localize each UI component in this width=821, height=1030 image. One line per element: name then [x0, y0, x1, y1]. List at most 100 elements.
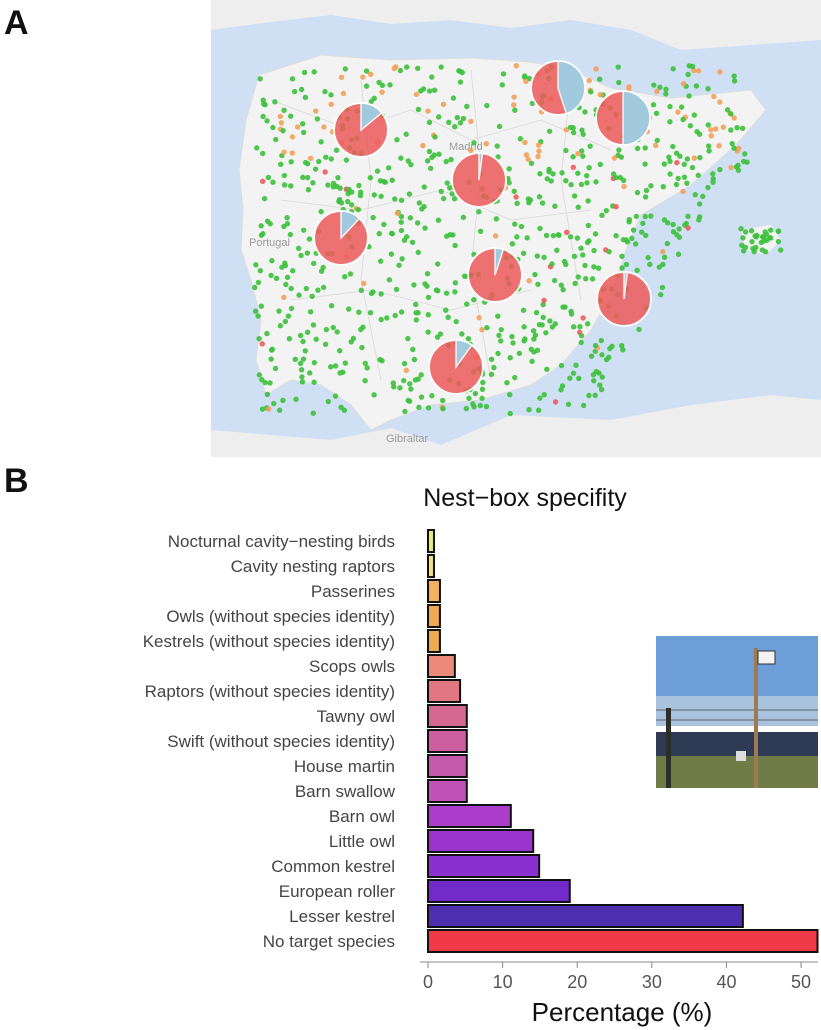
map-point	[541, 254, 547, 261]
map-point	[577, 323, 583, 330]
x-tick-label: 30	[642, 972, 662, 992]
map-point	[731, 73, 737, 79]
map-point	[580, 402, 587, 409]
x-tick-label: 50	[791, 972, 811, 992]
map-point	[342, 360, 349, 366]
map-point	[258, 232, 265, 238]
map-point	[268, 347, 275, 353]
map-point	[514, 234, 520, 240]
map-point	[401, 360, 408, 367]
map-point	[695, 68, 702, 74]
pie-slice-blue	[557, 60, 586, 115]
map-point	[371, 95, 377, 102]
map-point	[418, 394, 425, 400]
map-point	[471, 297, 477, 303]
map-point	[300, 174, 306, 181]
map-point	[311, 359, 318, 366]
map-point	[511, 102, 517, 108]
map-point	[288, 285, 294, 292]
map-point	[731, 145, 737, 151]
photo-ground	[656, 756, 818, 788]
map-point	[576, 375, 582, 382]
map-point	[670, 221, 676, 228]
map-point	[540, 314, 546, 321]
map-point	[468, 118, 474, 125]
map-point	[596, 370, 602, 376]
map-point	[345, 306, 352, 312]
spain-map: Portugal Madrid Gibraltar	[211, 0, 821, 457]
map-point	[328, 92, 334, 98]
map-point	[685, 213, 691, 220]
map-point	[270, 179, 276, 185]
map-point	[426, 119, 433, 126]
map-point	[580, 252, 586, 258]
map-point	[364, 365, 370, 371]
map-point	[471, 140, 477, 146]
map-point	[570, 164, 577, 171]
map-point	[599, 374, 605, 380]
map-point	[729, 140, 735, 147]
map-point	[767, 235, 773, 241]
map-point	[580, 315, 586, 321]
map-point	[421, 184, 427, 190]
map-pie	[530, 60, 586, 116]
bar	[427, 929, 819, 953]
map-point	[540, 301, 546, 308]
map-point	[775, 238, 782, 245]
map-point	[607, 345, 613, 352]
map-point	[580, 153, 586, 159]
map-point	[337, 370, 343, 376]
map-label-madrid: Madrid	[449, 141, 483, 153]
map-point	[440, 101, 447, 108]
map-point	[670, 66, 676, 72]
map-point	[570, 129, 577, 136]
map-point	[261, 195, 268, 202]
map-point	[716, 143, 722, 149]
map-point	[526, 278, 532, 284]
category-label: Tawny owl	[317, 707, 395, 726]
map-point	[657, 84, 663, 90]
map-point	[397, 385, 403, 391]
map-point	[476, 209, 482, 215]
map-point	[739, 125, 746, 132]
x-axis-label: Percentage (%)	[532, 997, 713, 1027]
chart-bars	[427, 529, 819, 953]
map-point	[493, 216, 500, 222]
map-point	[629, 235, 635, 242]
map-point	[484, 325, 490, 331]
map-point	[710, 171, 716, 177]
map-point	[406, 191, 413, 197]
bar	[427, 604, 441, 628]
map-point	[517, 136, 524, 142]
bar	[427, 554, 435, 578]
map-point	[509, 333, 515, 340]
map-point	[425, 294, 432, 301]
map-point	[466, 395, 472, 401]
map-point	[598, 386, 605, 393]
map-point	[448, 156, 454, 163]
map-point	[675, 175, 681, 182]
map-point	[613, 174, 619, 181]
map-point	[510, 340, 516, 346]
map-point	[532, 271, 538, 278]
x-tick-label: 20	[567, 972, 587, 992]
map-point	[558, 387, 564, 393]
map-point	[273, 275, 280, 281]
map-point	[738, 226, 744, 232]
map-point	[307, 155, 314, 162]
map-point	[740, 235, 746, 241]
bar	[427, 779, 468, 803]
map-point	[666, 154, 672, 160]
map-point	[269, 257, 275, 264]
map-point	[363, 68, 370, 74]
map-point	[697, 154, 703, 161]
map-point	[299, 379, 306, 385]
bar	[427, 579, 441, 603]
map-point	[406, 398, 413, 404]
map-point	[574, 235, 581, 241]
map-point	[252, 308, 259, 314]
map-point	[449, 191, 455, 197]
map-point	[648, 213, 654, 219]
map-point	[653, 110, 660, 117]
map-point	[552, 399, 559, 405]
